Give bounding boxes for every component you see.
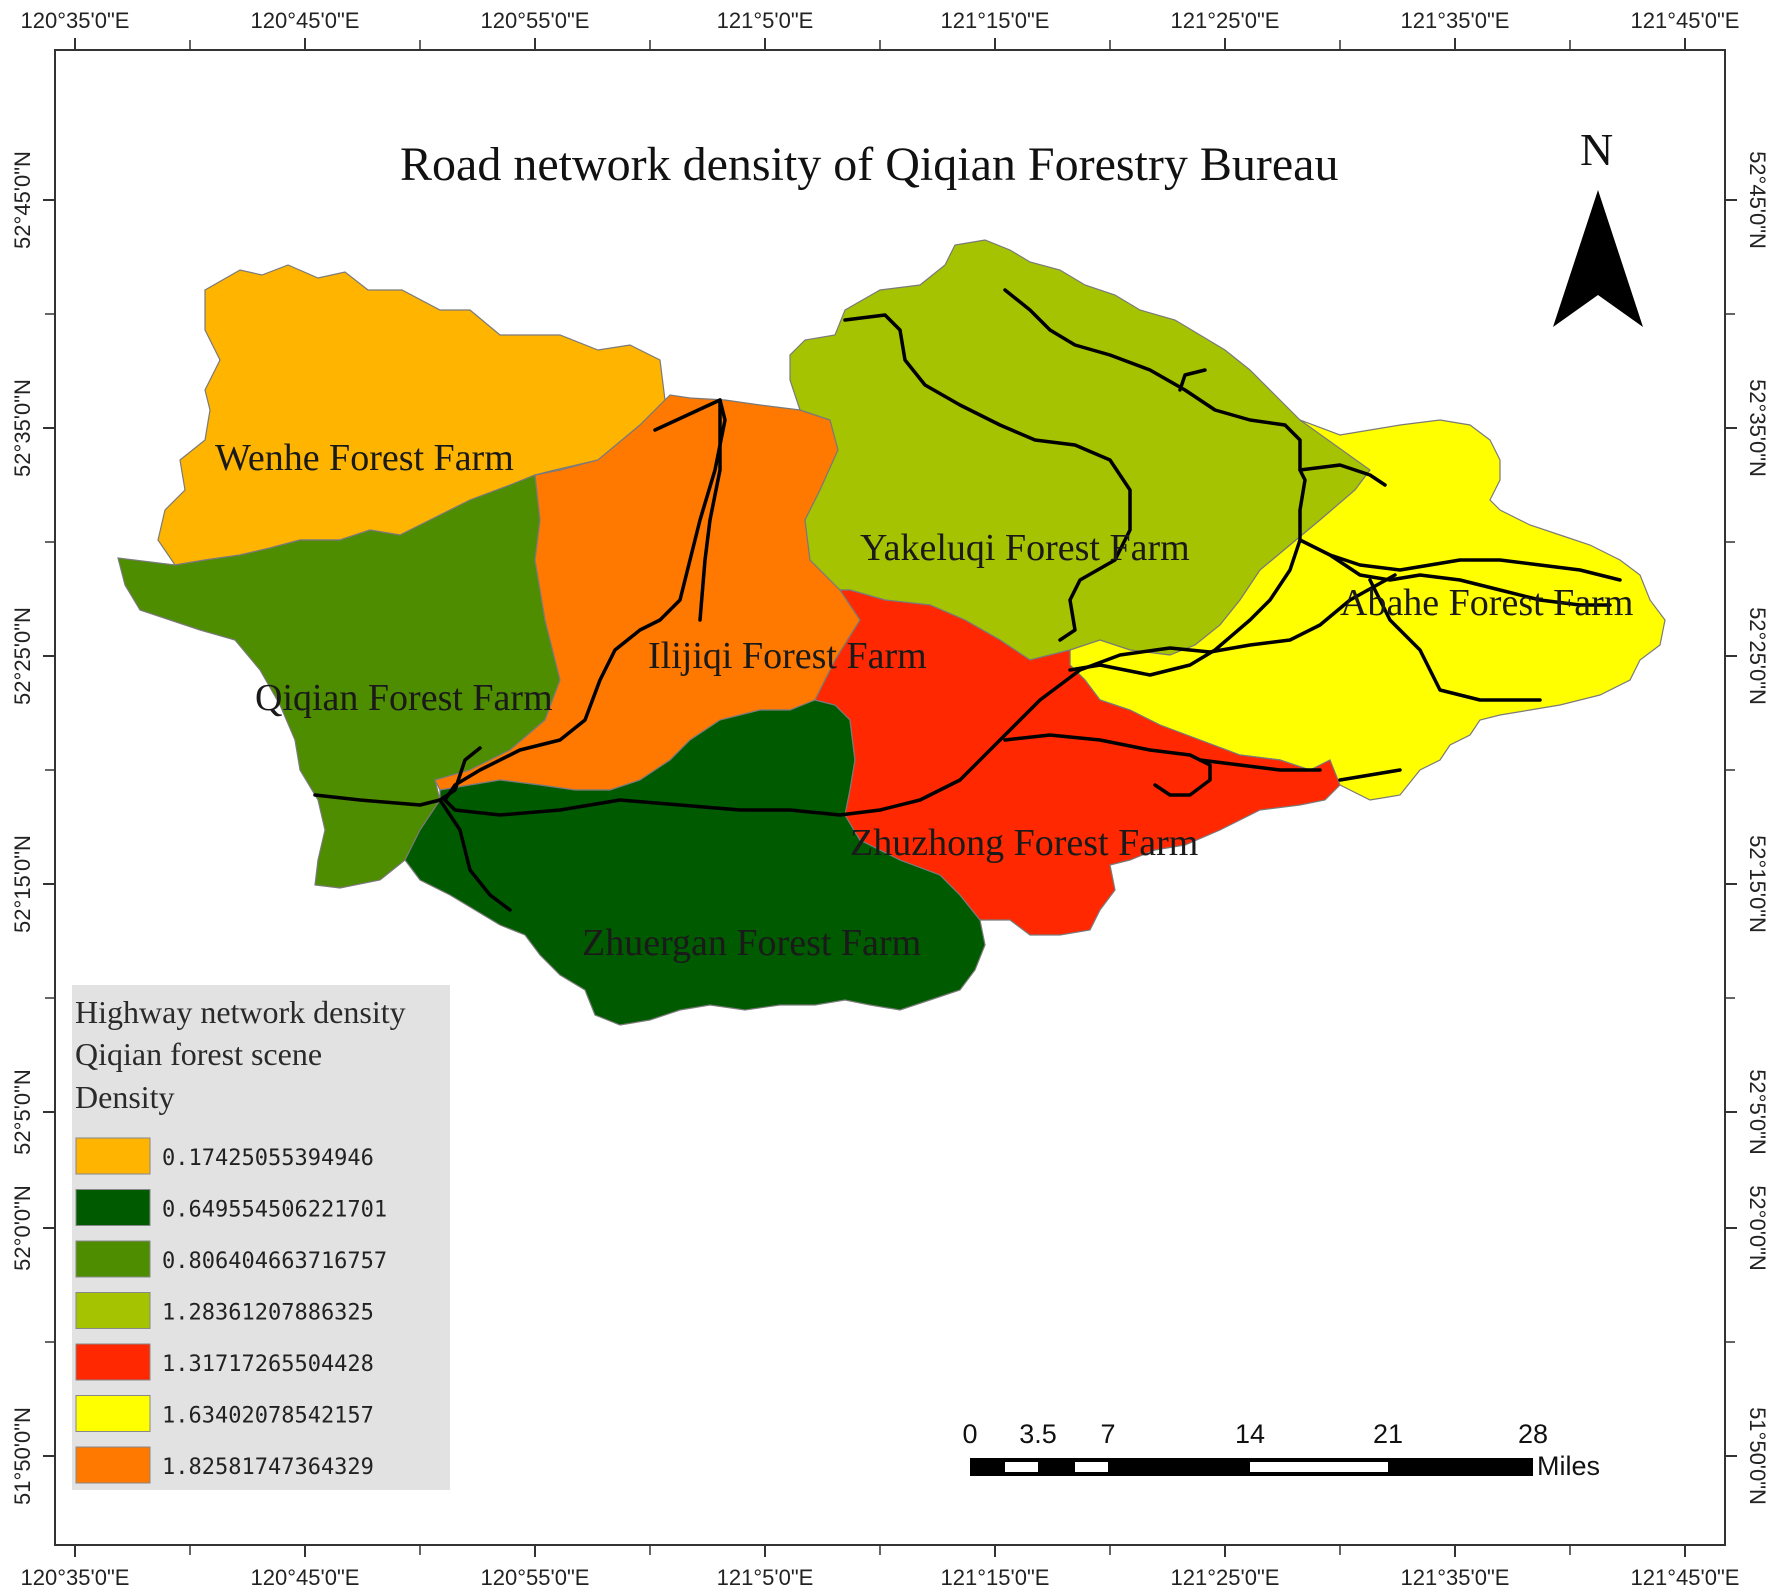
scale-bar-segment (1075, 1462, 1108, 1472)
lat-label-right: 52°35'0"N (1745, 379, 1770, 477)
scale-bar-unit: Miles (1537, 1451, 1600, 1481)
farm-label-wenhe: Wenhe Forest Farm (215, 437, 514, 479)
road-line (1298, 463, 1387, 487)
lat-label-right: 52°5'0"N (1745, 1069, 1770, 1155)
lat-label-right: 52°0'0"N (1745, 1185, 1770, 1271)
scale-bar-tick-label: 0 (962, 1419, 977, 1449)
road-line (313, 793, 512, 912)
lon-label-top: 120°35'0"E (21, 8, 130, 33)
road-line (1178, 368, 1207, 392)
lat-label-left: 52°35'0"N (10, 379, 35, 477)
lat-label-right: 52°15'0"N (1745, 835, 1770, 933)
lat-label-left: 52°45'0"N (10, 151, 35, 249)
farm-label-zhuzhong: Zhuzhong Forest Farm (850, 822, 1198, 864)
scale-bar-ticks: 0 3.5 7 14 21 28 (962, 1419, 1548, 1449)
region-zhuergan (404, 699, 986, 1026)
scale-bar-tick-label: 7 (1100, 1419, 1115, 1449)
map-title: Road network density of Qiqian Forestry … (400, 138, 1338, 191)
latitude-ticks: 52°45'0"N 52°45'0"N 52°35'0"N 52°35'0"N 52°2… (10, 151, 1770, 1505)
scale-bar-tick-label: 28 (1518, 1419, 1548, 1449)
legend-swatch (75, 1343, 151, 1381)
road-line (1338, 768, 1402, 782)
scale-bar: 0 3.5 7 14 21 28 Miles (962, 1419, 1600, 1481)
longitude-ticks: 120°35'0"E 120°35'0"E 120°45'0"E 120°45'0"E… (21, 8, 1740, 1590)
lon-label-bottom: 120°35'0"E (21, 1565, 130, 1590)
legend-swatch (75, 1137, 151, 1175)
lon-label-top: 121°45'0"E (1631, 8, 1740, 33)
farm-labels: Wenhe Forest Farm Qiqian Forest Farm Ili… (215, 437, 1633, 964)
legend-swatch (75, 1292, 151, 1329)
lon-label-top: 121°25'0"E (1171, 8, 1280, 33)
lat-label-left: 51°50'0"N (10, 1407, 35, 1505)
lon-label-bottom: 121°5'0"E (717, 1565, 814, 1590)
road-line (1368, 578, 1542, 702)
road-line (438, 746, 482, 802)
legend-value: 0.649554506221701 (162, 1198, 387, 1223)
north-arrow-icon (1553, 190, 1643, 327)
north-label: N (1580, 124, 1613, 175)
farm-label-abahe: Abahe Forest Farm (1340, 582, 1633, 624)
lat-label-left: 52°0'0"N (10, 1185, 35, 1271)
farm-label-zhuergan: Zhuergan Forest Farm (582, 922, 921, 964)
legend-swatch (75, 1446, 151, 1484)
lon-label-bottom: 120°45'0"E (251, 1565, 360, 1590)
scale-bar-tick-label: 3.5 (1019, 1419, 1057, 1449)
lon-label-bottom: 121°15'0"E (941, 1565, 1050, 1590)
legend-swatch (75, 1240, 151, 1278)
legend-swatch (75, 1395, 151, 1432)
legend: Highway network density Qiqian forest sc… (72, 985, 450, 1490)
legend-swatch (75, 1189, 151, 1226)
legend-entries: 0.17425055394946 0.649554506221701 0.80640… (75, 1137, 387, 1484)
lon-label-bottom: 121°25'0"E (1171, 1565, 1280, 1590)
legend-value: 0.806404663716757 (162, 1249, 387, 1274)
lon-label-top: 121°35'0"E (1401, 8, 1510, 33)
legend-value: 1.82581747364329 (162, 1455, 374, 1480)
lat-label-left: 52°25'0"N (10, 607, 35, 705)
lat-label-left: 52°5'0"N (10, 1069, 35, 1155)
lat-label-left: 52°15'0"N (10, 835, 35, 933)
north-arrow: N (1553, 124, 1643, 327)
lon-label-top: 120°45'0"E (251, 8, 360, 33)
road-line (698, 398, 722, 622)
legend-title-line: Density (75, 1079, 175, 1115)
road-network (313, 288, 1622, 912)
lon-label-bottom: 121°35'0"E (1401, 1565, 1510, 1590)
legend-title-line: Highway network density (75, 994, 406, 1030)
lat-label-right: 51°50'0"N (1745, 1407, 1770, 1505)
scale-bar-tick-label: 21 (1373, 1419, 1403, 1449)
scale-bar-segment (1250, 1462, 1388, 1472)
forest-farm-regions (117, 239, 1666, 1026)
lat-label-right: 52°25'0"N (1745, 607, 1770, 705)
lon-label-bottom: 120°55'0"E (481, 1565, 590, 1590)
lon-label-top: 120°55'0"E (481, 8, 590, 33)
farm-label-qiqian: Qiqian Forest Farm (255, 677, 553, 719)
legend-value: 1.31717265504428 (162, 1352, 374, 1377)
legend-title-line: Qiqian forest scene (75, 1036, 322, 1072)
road-line (1328, 553, 1612, 607)
scale-bar-segment (1005, 1462, 1038, 1472)
lat-label-right: 52°45'0"N (1745, 151, 1770, 249)
lon-label-bottom: 121°45'0"E (1631, 1565, 1740, 1590)
legend-value: 0.17425055394946 (162, 1146, 374, 1171)
road-line (1198, 758, 1322, 772)
lon-label-top: 121°5'0"E (717, 8, 814, 33)
farm-label-ilijiqi: Ilijiqi Forest Farm (648, 635, 927, 677)
scale-bar-tick-label: 14 (1235, 1419, 1265, 1449)
road-line (443, 398, 1397, 817)
farm-label-yakeluqi: Yakeluqi Forest Farm (860, 527, 1190, 569)
lon-label-top: 121°15'0"E (941, 8, 1050, 33)
region-abahe (1069, 419, 1666, 801)
legend-value: 1.28361207886325 (162, 1301, 374, 1326)
road-line (843, 313, 1132, 642)
legend-value: 1.63402078542157 (162, 1404, 374, 1429)
road-line (1298, 538, 1622, 582)
